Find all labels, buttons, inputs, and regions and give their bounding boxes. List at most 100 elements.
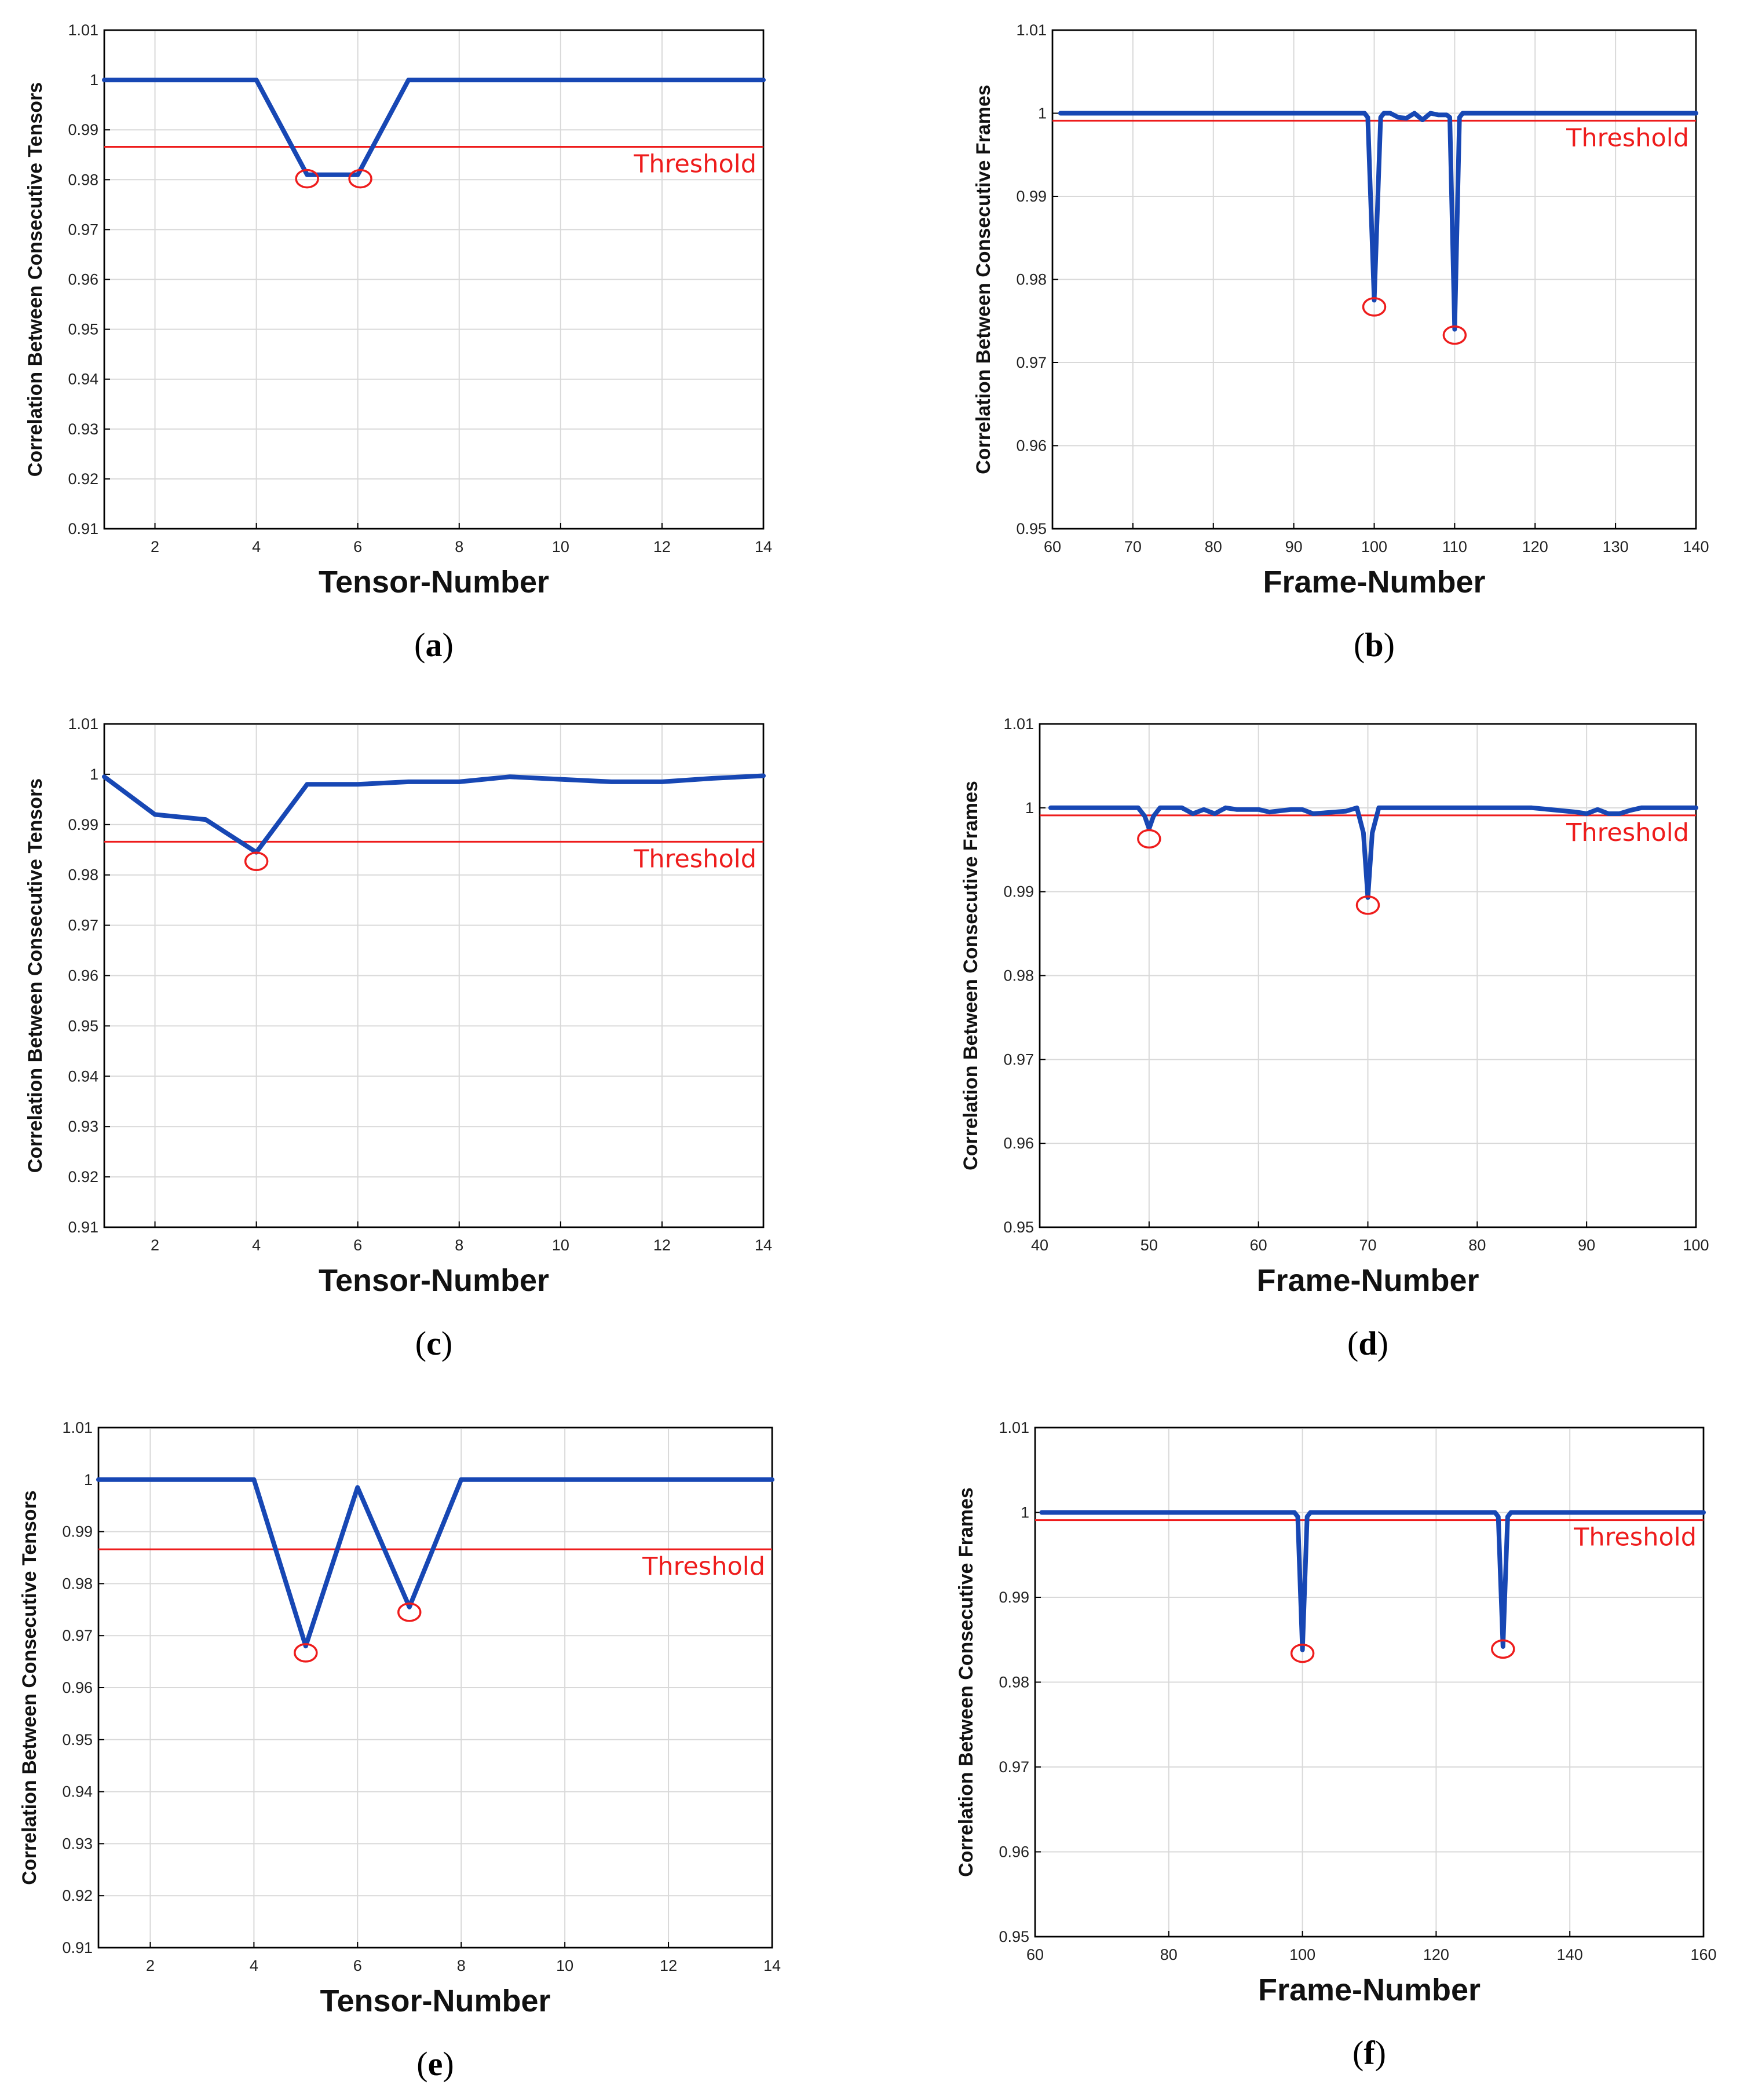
x-tick-label: 12 — [660, 1957, 677, 1974]
y-tick-label: 0.97 — [68, 917, 98, 934]
x-tick-label: 90 — [1578, 1236, 1595, 1254]
y-axis-title: Correlation Between Consecutive Tensors — [24, 778, 46, 1173]
series-line-correlation — [102, 78, 766, 177]
panel-caption: (b) — [1354, 626, 1395, 664]
drop-marker-2 — [397, 1603, 422, 1622]
y-tick-label: 0.94 — [68, 371, 98, 388]
x-tick-label: 70 — [1359, 1236, 1376, 1254]
y-tick-label: 1 — [1025, 799, 1034, 817]
series-line-correlation — [1048, 805, 1698, 900]
x-tick-label: 2 — [151, 1236, 159, 1254]
x-tick-label: 10 — [552, 538, 569, 555]
y-axis-title: Correlation Between Consecutive Tensors — [19, 1490, 41, 1885]
y-tick-label: 0.97 — [62, 1627, 93, 1644]
x-tick-label: 14 — [755, 538, 772, 555]
x-tick-label: 140 — [1557, 1946, 1583, 1963]
chart-panel-d: 40 50 60 70 80 90 100 0.95 0.96 0.97 0.98 0.99 1 1.01… — [960, 715, 1709, 1362]
y-tick-label: 0.93 — [68, 1118, 98, 1135]
y-tick-label: 0.98 — [1003, 967, 1034, 985]
x-tick-label: 70 — [1124, 538, 1142, 555]
x-tick-label: 110 — [1442, 538, 1467, 555]
x-tick-label: 14 — [763, 1957, 781, 1974]
y-tick-label: 1.01 — [62, 1419, 93, 1436]
x-tick-label: 50 — [1140, 1236, 1158, 1254]
threshold-label: Threshold — [633, 844, 756, 873]
y-tick-label: 0.93 — [68, 420, 98, 438]
y-tick-label: 0.96 — [1016, 437, 1047, 455]
y-tick-label: 0.91 — [62, 1939, 93, 1956]
x-tick-label: 8 — [457, 1957, 466, 1974]
y-tick-label: 0.95 — [68, 321, 98, 338]
y-tick-label: 1 — [90, 71, 98, 89]
threshold-label: Threshold — [1566, 818, 1689, 847]
y-axis-title: Correlation Between Consecutive Frames — [973, 85, 995, 474]
panel-letter: d — [1358, 1325, 1377, 1362]
panel-letter: c — [426, 1325, 441, 1362]
x-tick-label: 6 — [353, 538, 362, 555]
y-tick-label: 0.98 — [68, 171, 98, 188]
threshold-label: Threshold — [633, 149, 756, 178]
x-tick-label: 12 — [653, 538, 671, 555]
x-tick-label: 60 — [1026, 1946, 1044, 1963]
y-tick-label: 0.99 — [68, 816, 98, 833]
threshold-label: Threshold — [642, 1552, 765, 1581]
y-tick-label: 1 — [1021, 1504, 1029, 1521]
series-line-correlation — [1039, 1510, 1706, 1652]
panel-letter: f — [1364, 2034, 1375, 2072]
y-tick-label: 0.97 — [999, 1758, 1029, 1776]
chart-panel-b: 60 70 80 90 100 110 120 130 140 0.95 0.96 0.97 0.98 0… — [973, 21, 1709, 664]
threshold-label: Threshold — [1566, 123, 1689, 152]
x-tick-label: 14 — [755, 1236, 772, 1254]
panel-caption: (e) — [416, 2045, 454, 2083]
y-tick-label: 0.99 — [1016, 188, 1047, 205]
y-tick-label: 0.96 — [999, 1843, 1029, 1861]
x-axis-title: Tensor-Number — [319, 565, 549, 599]
x-tick-label: 60 — [1044, 538, 1061, 555]
y-tick-label: 0.96 — [62, 1679, 93, 1696]
drop-marker-2 — [1491, 1639, 1515, 1659]
y-tick-label: 0.98 — [999, 1674, 1029, 1691]
drop-marker-1 — [1137, 829, 1161, 849]
y-tick-label: 0.97 — [1016, 354, 1047, 371]
x-axis-title: Tensor-Number — [319, 1263, 549, 1298]
x-tick-label: 120 — [1522, 538, 1548, 555]
x-tick-label: 10 — [556, 1957, 573, 1974]
y-tick-label: 0.99 — [999, 1589, 1029, 1606]
panel-caption: (a) — [414, 626, 454, 664]
y-tick-label: 1.01 — [68, 715, 98, 733]
x-axis-title: Frame-Number — [1263, 565, 1485, 599]
y-tick-label: 0.95 — [1003, 1219, 1034, 1236]
x-tick-label: 160 — [1690, 1946, 1716, 1963]
panel-caption: (c) — [415, 1325, 452, 1362]
chart-panel-e: 2 4 6 8 10 12 14 0.91 0.92 0.93 0.94 0.95 0.96 0.97 0.… — [19, 1419, 781, 2083]
y-tick-label: 0.93 — [62, 1835, 93, 1852]
series-line-correlation — [96, 1477, 774, 1649]
y-tick-label: 1.01 — [999, 1419, 1029, 1436]
x-axis-title: Frame-Number — [1258, 1973, 1481, 2007]
drop-marker-2 — [1355, 895, 1380, 915]
y-tick-label: 0.98 — [62, 1575, 93, 1592]
y-tick-label: 0.95 — [62, 1731, 93, 1748]
panel-letter: b — [1365, 626, 1383, 664]
drop-marker-1 — [244, 851, 269, 871]
y-tick-label: 0.97 — [1003, 1051, 1034, 1068]
drop-marker-1 — [1362, 297, 1387, 317]
y-tick-label: 0.99 — [62, 1523, 93, 1541]
y-tick-label: 0.94 — [68, 1067, 98, 1085]
x-tick-label: 8 — [455, 538, 463, 555]
y-tick-label: 0.96 — [1003, 1135, 1034, 1152]
y-tick-label: 0.92 — [68, 470, 98, 488]
chart-panel-a: 2 4 6 8 10 12 14 0.91 0.92 0.93 0.94 0.95 0.96 0.97 0.… — [24, 21, 772, 664]
x-tick-label: 6 — [353, 1957, 362, 1974]
x-axis-title: Tensor-Number — [320, 1984, 550, 2018]
y-tick-label: 1.01 — [1003, 715, 1034, 733]
x-tick-label: 4 — [250, 1957, 258, 1974]
y-axis-title: Correlation Between Consecutive Tensors — [24, 82, 46, 477]
x-tick-label: 12 — [653, 1236, 671, 1254]
x-tick-label: 10 — [552, 1236, 569, 1254]
chart-panel-c: 2 4 6 8 10 12 14 0.91 0.92 0.93 0.94 0.95 0.96 0.97 0.… — [24, 715, 772, 1362]
y-tick-label: 0.92 — [62, 1887, 93, 1904]
x-tick-label: 130 — [1603, 538, 1629, 555]
y-tick-label: 1 — [1038, 105, 1047, 122]
